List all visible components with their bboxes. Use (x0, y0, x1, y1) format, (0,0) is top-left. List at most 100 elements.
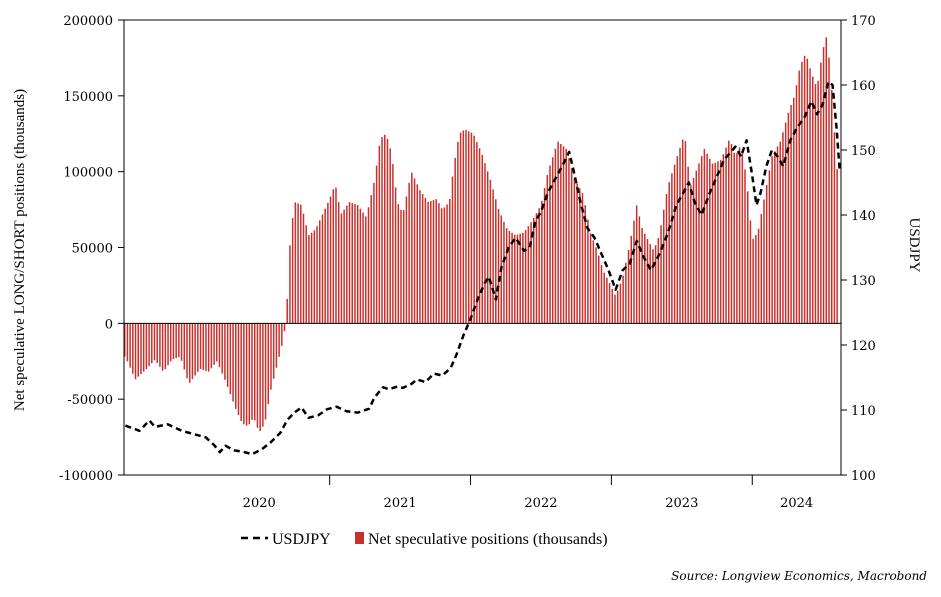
bar-190 (638, 216, 641, 324)
bar-42 (237, 323, 240, 416)
bar-142 (508, 230, 511, 324)
bar-140 (503, 221, 505, 324)
bar-218 (714, 162, 716, 324)
bar-77 (332, 189, 335, 324)
bar-2 (129, 323, 131, 368)
bar-49 (256, 323, 259, 428)
usdjpy-line (124, 80, 841, 456)
bar-261 (830, 89, 833, 324)
bar-26 (194, 323, 196, 376)
bar-153 (538, 208, 540, 324)
bar-86 (356, 204, 359, 324)
bar-11 (153, 323, 156, 361)
bar-70 (313, 230, 316, 324)
bar-234 (757, 228, 760, 324)
bar-13 (159, 323, 161, 367)
bar-105 (408, 182, 410, 324)
bar-200 (665, 194, 668, 324)
bar-163 (565, 148, 567, 324)
bar-10 (151, 323, 153, 364)
bar-175 (598, 255, 600, 324)
bar-60 (286, 298, 288, 324)
bar-214 (703, 148, 706, 324)
bar-48 (253, 323, 256, 421)
bar-87 (359, 208, 362, 324)
bar-155 (543, 187, 546, 324)
bar-194 (649, 244, 651, 324)
bar-35 (218, 323, 221, 368)
bar-201 (668, 182, 670, 324)
bar-106 (411, 172, 413, 324)
bar-94 (378, 145, 381, 324)
bar-25 (191, 323, 194, 380)
bar-127 (467, 131, 470, 324)
bar-96 (384, 134, 386, 324)
bar-101 (397, 204, 400, 324)
bar-174 (595, 247, 597, 324)
bar-109 (419, 190, 421, 324)
bar-17 (170, 323, 172, 362)
bar-138 (497, 208, 500, 324)
bar-133 (484, 163, 486, 324)
bar-148 (524, 230, 527, 324)
bar-158 (551, 157, 554, 324)
bar-185 (625, 262, 627, 324)
bar-196 (654, 245, 657, 324)
left-tick-label-6: 200000 (63, 14, 113, 29)
bar-188 (633, 220, 635, 324)
bar-209 (690, 185, 692, 324)
bar-100 (394, 187, 397, 324)
bar-16 (167, 323, 169, 366)
x-tick-label-2020: 2020 (243, 496, 276, 511)
bar-162 (562, 146, 565, 324)
bar-79 (337, 202, 340, 324)
bar-0 (123, 323, 126, 357)
bar-134 (486, 171, 489, 324)
bar-156 (546, 175, 549, 324)
bar-171 (587, 219, 589, 324)
bar-137 (495, 199, 497, 324)
bar-68 (308, 235, 310, 324)
bar-39 (229, 323, 232, 395)
bar-147 (522, 232, 524, 324)
bar-71 (316, 226, 318, 324)
bar-52 (264, 323, 267, 420)
right-tick-label-5: 150 (851, 144, 876, 159)
bar-81 (343, 209, 345, 324)
bar-245 (787, 112, 790, 324)
bar-237 (765, 184, 768, 324)
bar-144 (514, 234, 516, 324)
bar-115 (435, 199, 437, 324)
bar-208 (687, 166, 689, 324)
bar-223 (728, 140, 730, 324)
bar-15 (164, 323, 167, 370)
bar-56 (275, 323, 278, 368)
bar-32 (210, 323, 213, 369)
bar-260 (828, 57, 830, 324)
bar-170 (584, 205, 586, 324)
bar-195 (652, 249, 654, 324)
bar-259 (825, 37, 828, 324)
bar-46 (248, 323, 251, 425)
bar-1 (126, 323, 129, 362)
left-tick-label-5: 150000 (63, 90, 113, 105)
bar-58 (281, 323, 283, 346)
bar-33 (213, 323, 215, 365)
bar-247 (793, 97, 795, 324)
bar-206 (681, 139, 684, 324)
bar-242 (779, 141, 781, 324)
bar-74 (324, 208, 326, 324)
bar-113 (430, 201, 432, 324)
bar-232 (752, 238, 754, 324)
bar-229 (744, 169, 746, 324)
bar-173 (592, 240, 595, 324)
bar-207 (684, 141, 687, 324)
bar-8 (145, 323, 148, 369)
bar-233 (755, 235, 757, 324)
bar-225 (733, 152, 735, 324)
bar-228 (741, 152, 744, 324)
bar-102 (400, 210, 402, 324)
bar-5 (137, 323, 139, 377)
bar-63 (294, 202, 297, 324)
bar-72 (318, 220, 321, 324)
